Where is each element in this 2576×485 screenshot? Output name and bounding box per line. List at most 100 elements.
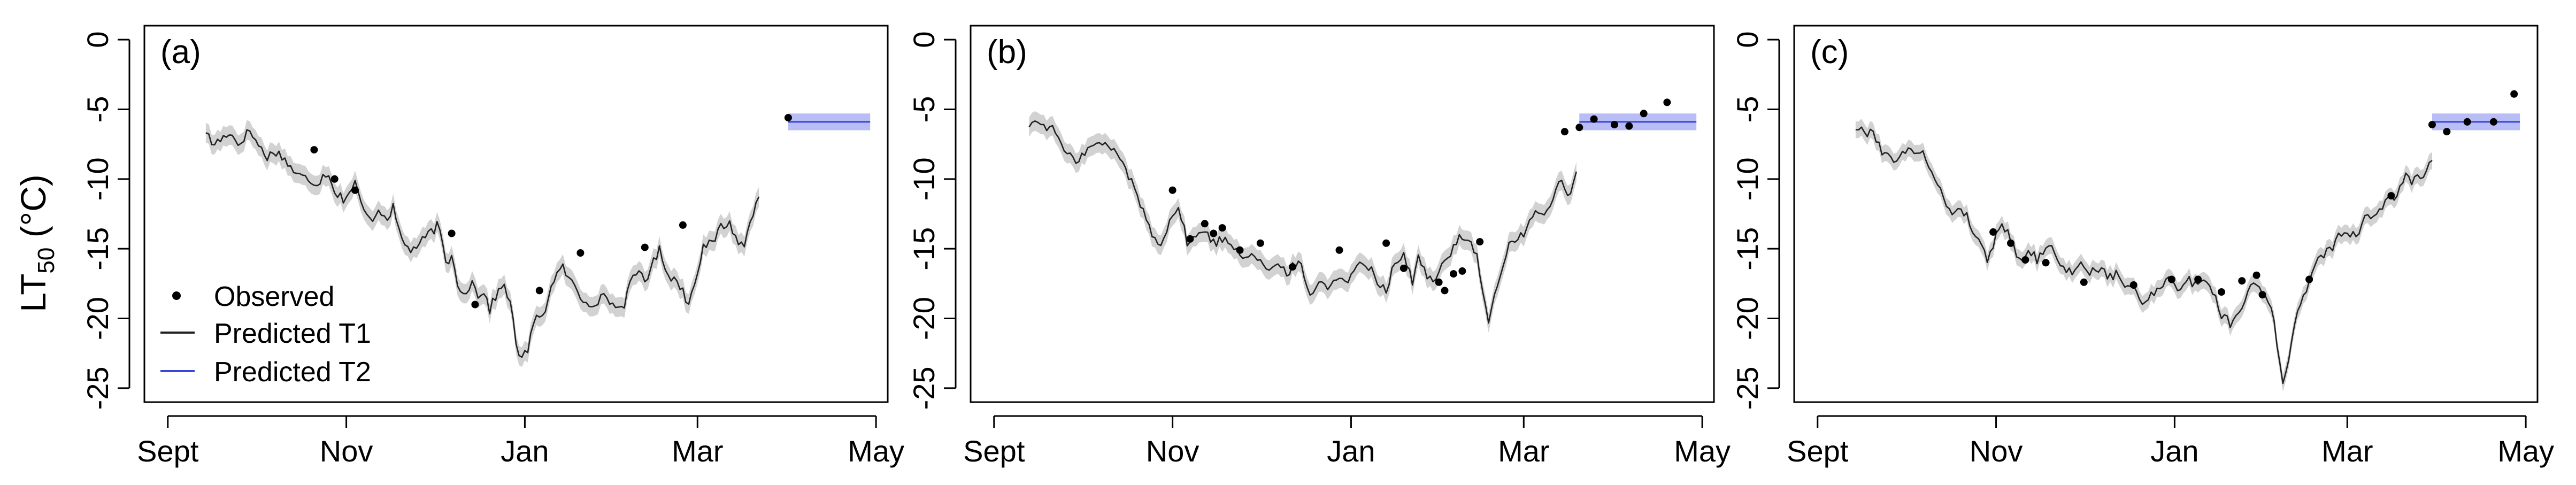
observed-point xyxy=(2042,259,2050,267)
observed-point xyxy=(471,301,479,309)
observed-point xyxy=(1435,278,1443,286)
legend-observed-marker xyxy=(172,291,181,300)
observed-point xyxy=(448,229,456,237)
panel-label: (a) xyxy=(160,34,201,71)
observed-point xyxy=(576,249,585,257)
panel-a: 0 -5 -10 -15 -20 -25 Sept Nov Jan Mar May (a) xyxy=(81,25,904,468)
observed-point xyxy=(1400,264,1408,272)
observed-point xyxy=(2252,271,2260,279)
observed-point xyxy=(1640,110,1648,118)
observed-point xyxy=(1168,186,1176,194)
t1-series-line xyxy=(1855,126,2433,384)
observed-point xyxy=(1289,263,1296,271)
observed-point xyxy=(1663,98,1671,106)
x-tick-label: Nov xyxy=(320,434,373,468)
panel-c: 0 -5 -10 -15 -20 -25 Sept Nov Jan Mar May (c) xyxy=(1731,25,2554,468)
panel-label: (c) xyxy=(1810,34,1849,71)
plot-frame xyxy=(143,25,889,403)
y-tick-label: -15 xyxy=(1731,227,1764,271)
y-tick-label: -25 xyxy=(81,366,114,410)
observed-point xyxy=(679,221,687,229)
plot-frame xyxy=(1793,25,2539,403)
t1-series-line xyxy=(205,129,760,358)
observed-point xyxy=(1256,239,1264,247)
observed-point xyxy=(1186,235,1194,243)
observed-point xyxy=(1210,229,1218,237)
y-tick-label: -5 xyxy=(907,96,941,123)
x-tick-label: Jan xyxy=(2150,434,2198,468)
y-tick-label: -10 xyxy=(81,157,114,201)
observed-point xyxy=(310,146,318,154)
y-tick-label: -10 xyxy=(907,157,941,201)
x-tick-label: May xyxy=(1674,434,1731,468)
observed-point xyxy=(351,186,359,194)
observed-point xyxy=(2080,278,2088,286)
observed-point xyxy=(1441,287,1449,295)
y-tick-label: 0 xyxy=(1731,31,1764,48)
observed-point xyxy=(1458,267,1466,275)
observed-point xyxy=(1236,246,1244,254)
y-axis-title: LT50 (°C) xyxy=(13,174,59,312)
legend-t1-label: Predicted T1 xyxy=(214,318,371,349)
y-tick-label: -5 xyxy=(81,96,114,123)
observed-point xyxy=(1450,270,1457,278)
x-tick-label: Sept xyxy=(137,434,199,468)
t1-confidence-band xyxy=(1029,111,1577,333)
observed-point xyxy=(2167,275,2175,283)
observed-point xyxy=(2489,118,2497,126)
y-tick-label: 0 xyxy=(81,31,114,48)
x-tick-label: Jan xyxy=(1327,434,1375,468)
observed-point xyxy=(2305,275,2313,283)
observed-point xyxy=(1335,246,1343,254)
panel-label: (b) xyxy=(987,34,1027,71)
observed-point xyxy=(1560,128,1568,136)
y-tick-label: -20 xyxy=(81,297,114,340)
y-tick-label: -15 xyxy=(907,227,941,271)
observed-point xyxy=(2510,90,2518,98)
observed-point xyxy=(784,114,792,122)
y-axis-title-unit: (°C) xyxy=(13,174,53,247)
y-axis-title-main: LT xyxy=(13,274,53,312)
x-tick-label: Sept xyxy=(963,434,1025,468)
y-tick-label: -20 xyxy=(1731,297,1764,340)
observed-point xyxy=(2021,256,2029,264)
t1-confidence-band xyxy=(205,120,759,367)
y-tick-label: -25 xyxy=(907,366,941,410)
observed-point xyxy=(1218,224,1226,232)
y-tick-label: -15 xyxy=(81,227,114,271)
observed-point xyxy=(535,287,543,295)
observed-point xyxy=(2129,281,2137,289)
y-tick-label: -20 xyxy=(907,297,941,340)
x-tick-label: Mar xyxy=(1498,434,1549,468)
observed-point xyxy=(2218,288,2225,296)
panel-b: 0 -5 -10 -15 -20 -25 Sept Nov Jan Mar May (b) xyxy=(907,25,1731,468)
observed-point xyxy=(2443,128,2451,136)
x-tick-label: Nov xyxy=(1970,434,2023,468)
y-tick-label: -25 xyxy=(1731,366,1764,410)
legend-t2-label: Predicted T2 xyxy=(214,357,371,388)
observed-point xyxy=(1989,228,1997,236)
legend: Observed Predicted T1 Predicted T2 xyxy=(160,281,371,388)
observed-point xyxy=(1201,220,1209,228)
observed-point xyxy=(1476,238,1484,246)
observed-point xyxy=(2463,118,2471,126)
y-tick-label: 0 xyxy=(907,31,941,48)
observed-point xyxy=(2007,239,2014,247)
observed-point xyxy=(2238,277,2246,285)
observed-point xyxy=(330,175,339,183)
observed-point xyxy=(1575,124,1583,132)
legend-observed-label: Observed xyxy=(214,281,334,312)
observed-point xyxy=(2194,275,2202,283)
observed-point xyxy=(1625,122,1633,130)
x-tick-label: Sept xyxy=(1787,434,1849,468)
observed-point xyxy=(2428,121,2436,129)
x-tick-label: Mar xyxy=(2321,434,2373,468)
x-tick-label: Jan xyxy=(501,434,549,468)
observed-point xyxy=(1382,239,1390,247)
observed-point xyxy=(1590,115,1598,123)
x-tick-label: May xyxy=(2497,434,2554,468)
x-tick-label: Nov xyxy=(1146,434,1199,468)
t1-series-line xyxy=(1028,120,1578,324)
observed-point xyxy=(2387,192,2395,200)
